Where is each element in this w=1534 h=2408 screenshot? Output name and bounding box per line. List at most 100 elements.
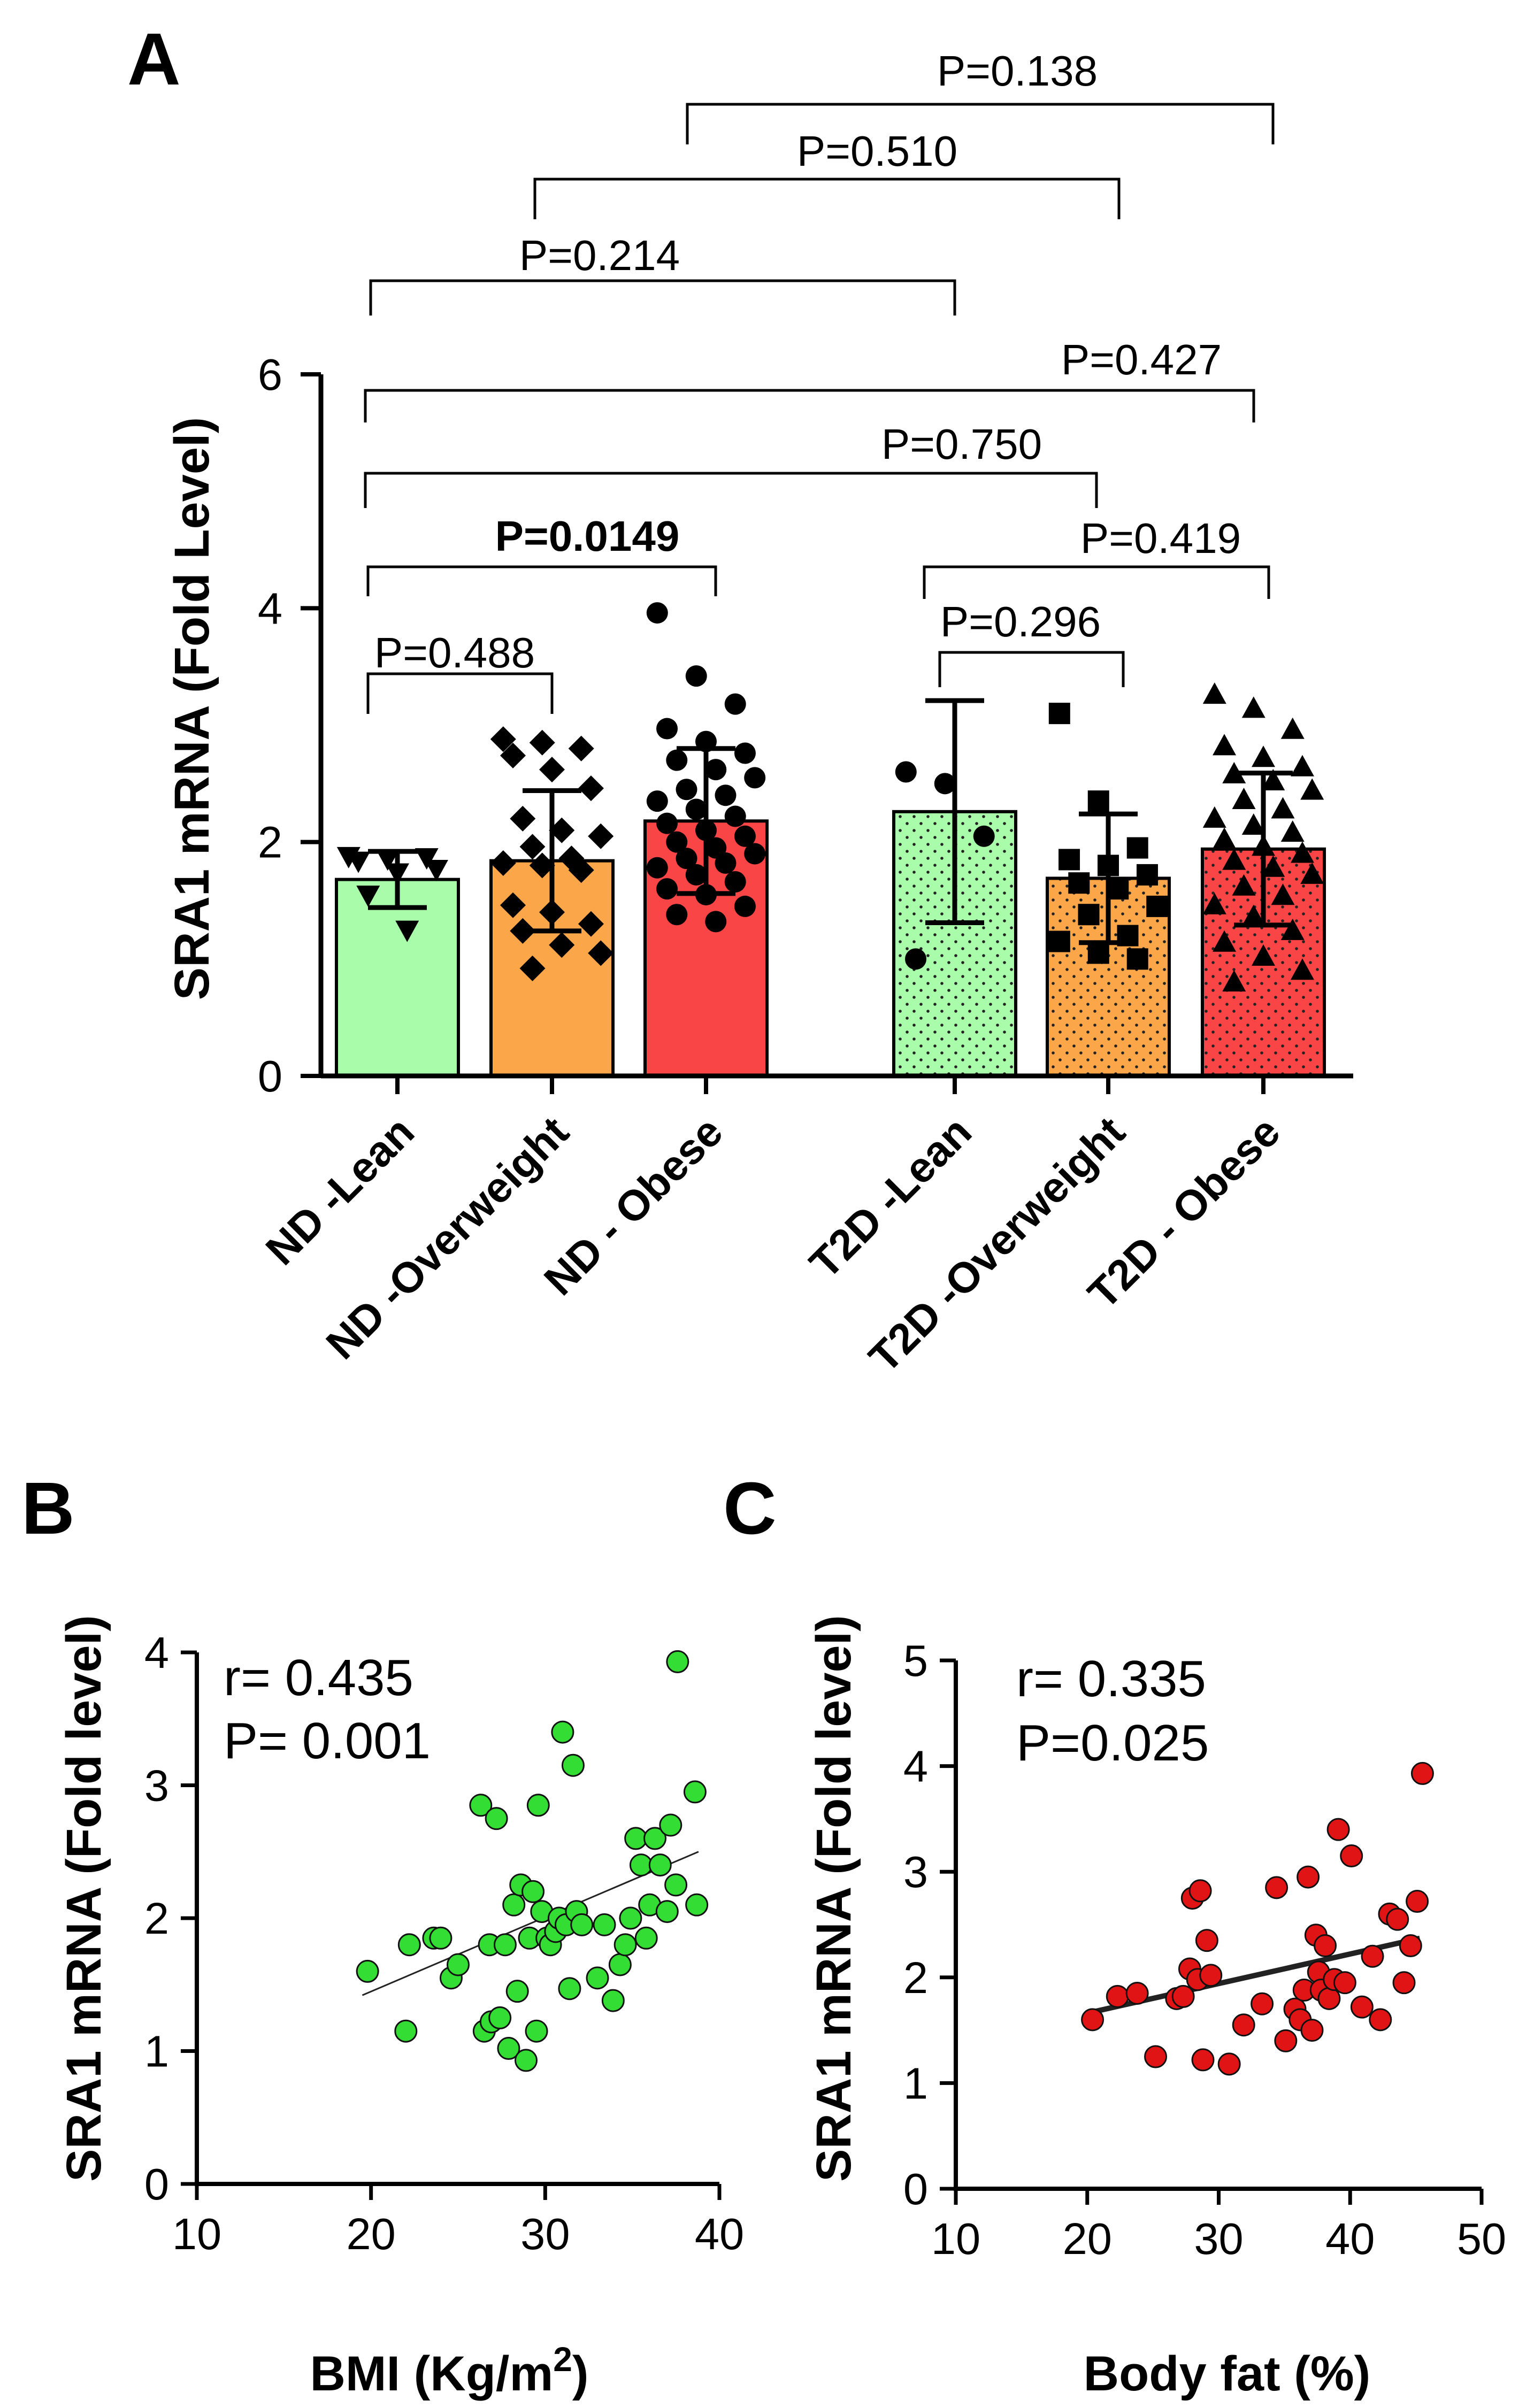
b-point-4: [429, 1926, 452, 1950]
a-point-0-1: [375, 849, 400, 871]
b-point-13: [493, 1933, 517, 1957]
a-point-5-0: [1202, 682, 1226, 704]
a-point-4-1: [1087, 790, 1109, 812]
a-axes-layer: 0 2 4 6: [258, 350, 1353, 1101]
a-pvalue-6: P=0.214: [519, 232, 680, 279]
a-point-0-7: [395, 920, 419, 942]
a-point-1-11: [490, 850, 516, 876]
c-xtick-label-3: 40: [1325, 2214, 1375, 2264]
a-bracket-6: [369, 279, 956, 316]
panel-b-scatter: 10 20 30 40 0 1 2 3 4 SRA1 mRNA (Fold level) BMI…: [57, 1615, 744, 2401]
a-point-1-0: [490, 726, 516, 752]
b-y-axis-title: SRA1 mRNA (Fold level): [57, 1615, 111, 2182]
c-point-2: [1125, 1981, 1149, 2005]
a-point-2-19: [744, 843, 766, 865]
a-point-2-21: [715, 852, 737, 874]
a-point-2-20: [676, 848, 697, 870]
a-point-4-3: [1059, 849, 1080, 871]
a-point-2-5: [734, 742, 756, 764]
a-ytick-label-1: 2: [258, 818, 282, 867]
a-bracket-4: [364, 472, 1098, 508]
b-r-value: r= 0.435: [224, 1649, 413, 1706]
a-point-4-8: [1146, 895, 1168, 917]
a-point-2-9: [676, 779, 697, 801]
c-point-39: [1406, 1890, 1429, 1913]
b-ytick-label-0: 0: [144, 2159, 169, 2209]
a-point-5-23: [1241, 904, 1265, 926]
panel-a-letter: A: [127, 18, 181, 101]
c-r-value: r= 0.335: [1016, 1650, 1206, 1707]
a-point-5-4: [1252, 745, 1275, 767]
a-point-4-7: [1107, 878, 1129, 900]
c-x-axis-title: Body fat (%): [1084, 2347, 1371, 2401]
a-point-2-16: [734, 825, 756, 847]
c-point-22: [1300, 2019, 1324, 2042]
c-point-17: [1274, 2029, 1298, 2052]
a-point-2-6: [666, 749, 688, 771]
a-point-5-21: [1271, 883, 1295, 905]
c-point-32: [1350, 1995, 1374, 2019]
a-point-1-9: [519, 834, 546, 860]
b-point-28: [551, 1720, 574, 1744]
b-point-16: [505, 1980, 529, 2003]
c-ytick-label-4: 4: [903, 1742, 928, 1791]
a-point-5-10: [1271, 797, 1295, 819]
a-point-3-2: [973, 825, 995, 847]
a-point-2-24: [724, 871, 746, 893]
a-pvalue-8: P=0.138: [937, 47, 1098, 95]
c-point-14: [1232, 2013, 1255, 2037]
a-point-3-3: [905, 948, 927, 970]
c-xtick-label-1: 20: [1063, 2214, 1112, 2264]
a-point-1-13: [568, 857, 594, 883]
b-point-18: [515, 2049, 538, 2072]
a-point-5-17: [1222, 848, 1246, 870]
a-pvalue-2: P=0.296: [940, 598, 1101, 645]
a-point-5-1: [1241, 696, 1265, 718]
c-y-axis-title: SRA1 mRNA (Fold level): [807, 1615, 861, 2182]
b-point-47: [659, 1813, 682, 1837]
b-ytick-label-1: 1: [144, 2027, 169, 2076]
a-point-1-14: [500, 892, 526, 918]
c-point-21: [1297, 1865, 1320, 1889]
b-ytick-label-2: 2: [144, 1894, 169, 1943]
b-point-45: [648, 1853, 672, 1877]
panel-b-letter: B: [21, 1467, 75, 1550]
a-point-5-26: [1252, 944, 1275, 966]
c-point-33: [1361, 1944, 1384, 1968]
a-point-2-8: [744, 767, 766, 789]
c-point-40: [1410, 1761, 1434, 1785]
a-point-4-13: [1126, 948, 1148, 970]
a-point-2-27: [734, 895, 756, 917]
a-point-1-3: [500, 742, 526, 768]
a-point-1-7: [549, 817, 575, 843]
a-point-3-1: [934, 773, 956, 795]
c-point-37: [1392, 1971, 1416, 1995]
c-point-27: [1317, 1987, 1341, 2010]
a-point-5-27: [1290, 958, 1314, 980]
a-category-label-0: ND -Lean: [257, 1107, 423, 1274]
b-point-42: [634, 1926, 658, 1950]
a-point-1-8: [588, 823, 614, 849]
a-point-0-5: [424, 859, 448, 881]
a-point-4-11: [1048, 930, 1070, 952]
c-point-11: [1195, 1929, 1218, 1952]
c-point-9: [1188, 1879, 1212, 1903]
c-points-layer: [1081, 1761, 1434, 2076]
b-xtick-label-2: 30: [520, 2209, 570, 2259]
panel-a-bar-chart: 0 2 4 6 P=0.488 P=0.0149 P=0.296 P=0.419 P=0.75…: [165, 47, 1353, 1382]
a-point-2-7: [705, 759, 727, 781]
a-point-2-22: [646, 857, 668, 879]
a-point-5-28: [1222, 970, 1246, 992]
b-point-37: [608, 1953, 632, 1976]
c-axes-layer: 10 20 30 40 50 0 1 2 3 4 5: [903, 1636, 1506, 2264]
a-point-5-7: [1261, 768, 1285, 790]
a-point-4-2: [1126, 837, 1148, 859]
a-point-4-5: [1136, 864, 1158, 886]
a-point-2-28: [666, 904, 688, 926]
a-point-1-1: [529, 729, 555, 756]
a-point-5-16: [1290, 841, 1314, 863]
a-point-5-13: [1280, 820, 1305, 842]
a-point-4-6: [1068, 872, 1090, 894]
a-point-1-2: [568, 735, 594, 761]
